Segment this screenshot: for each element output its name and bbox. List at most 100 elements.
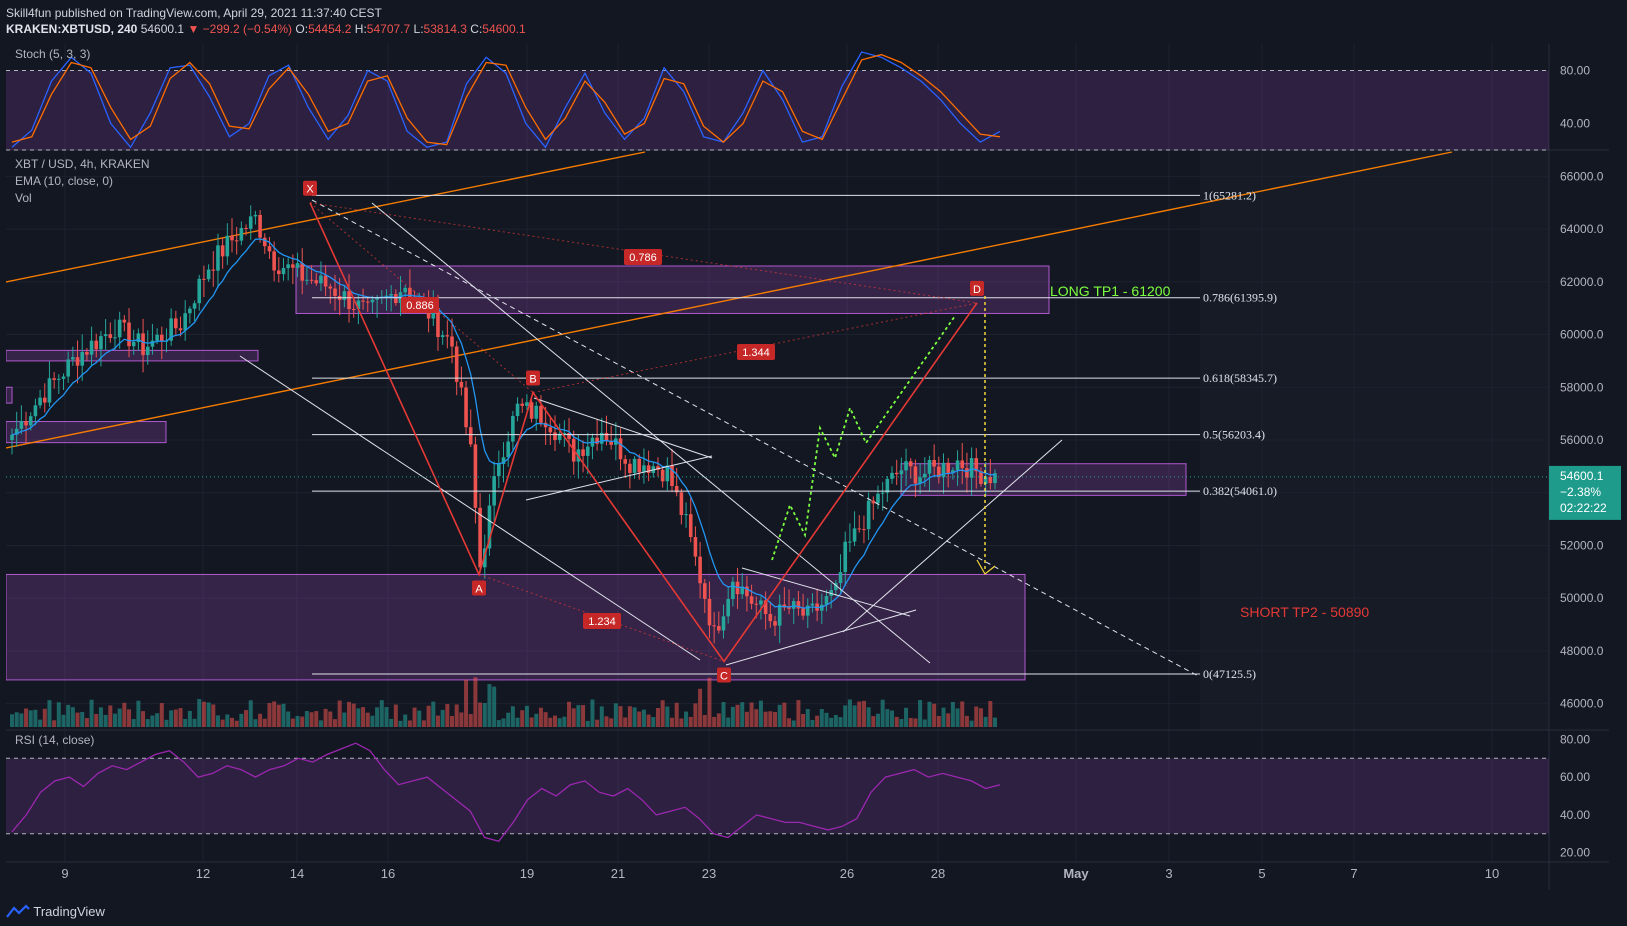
candle-body	[665, 465, 670, 482]
footer: TradingView	[0, 898, 1627, 926]
candle-body	[979, 471, 983, 484]
candle-body	[497, 464, 501, 477]
candle-body	[33, 405, 38, 417]
candle-body	[127, 322, 131, 347]
candle-body	[810, 603, 815, 606]
volume-bar	[351, 703, 356, 727]
volume-bar	[98, 707, 103, 727]
volume-bar	[857, 701, 862, 727]
last-price: 54600.1	[140, 22, 185, 36]
candle-body	[726, 599, 730, 617]
volume-bar	[721, 702, 726, 727]
volume-bar	[164, 719, 169, 727]
candle-body	[230, 235, 234, 241]
last-price-value: 54600.1	[1560, 469, 1604, 483]
indicator-label: EMA (10, close, 0)	[15, 174, 113, 188]
price-axis[interactable]: 66000.0 64000.0 62000.0 60000.0 58000.0 56000…	[1549, 64, 1621, 860]
candle-body	[239, 227, 244, 241]
volume-bar	[398, 720, 403, 727]
volume-bar	[730, 706, 735, 727]
volume-bar	[632, 707, 637, 727]
ratio-label: 1.344	[742, 347, 770, 359]
volume-bar	[805, 709, 810, 727]
time-axis[interactable]: 9 12 14 16 19 21 23 26 28 May 3 5 7 10	[61, 866, 1499, 881]
fib-trend-dashed	[311, 199, 1201, 678]
volume-bar	[127, 709, 132, 727]
volume-bar	[290, 718, 295, 727]
volume-bar	[787, 718, 792, 727]
candle-body	[871, 500, 876, 504]
candle-body	[684, 514, 688, 516]
candle-body	[450, 336, 454, 347]
volume-bar	[983, 716, 988, 727]
candle-body	[646, 465, 651, 474]
candle-body	[136, 333, 141, 343]
candle-body	[141, 333, 145, 356]
time-tick-label: 26	[840, 866, 854, 881]
candle-body	[117, 319, 122, 338]
candle-body	[567, 433, 571, 439]
ema-line	[11, 238, 996, 609]
stoch-tick-label: 40.00	[1560, 117, 1590, 131]
harmonic-point-badge	[472, 580, 486, 596]
volume-bar	[225, 714, 230, 727]
harmonic-point-badge	[303, 180, 317, 196]
volume-bar	[955, 708, 960, 727]
candle-body	[932, 459, 936, 467]
volume-bar	[871, 716, 876, 727]
volume-bar	[389, 718, 394, 727]
candle-body	[876, 493, 880, 504]
harmonic-point-label: C	[720, 670, 728, 682]
candle-body	[454, 346, 459, 382]
volume-bar	[230, 717, 235, 727]
candle-body	[595, 437, 599, 444]
trendline	[842, 439, 1063, 633]
volume-bar	[108, 705, 113, 727]
candle-body	[562, 433, 567, 435]
volume-bar	[28, 710, 33, 727]
volume-bar	[581, 705, 586, 727]
candle-body	[445, 335, 450, 337]
volume-bar	[314, 711, 319, 727]
volume-bar	[56, 702, 61, 727]
candle-body	[698, 556, 702, 584]
volume-bar	[309, 712, 314, 727]
volume-bar	[403, 714, 408, 727]
harmonic-point-label: D	[973, 284, 981, 296]
candle-body	[941, 462, 946, 478]
price-pane[interactable]: 1(65281.2) 0.786(61395.9) 0.618(58345.7) 0.…	[6, 151, 1549, 727]
candle-body	[113, 337, 117, 339]
rsi-title: RSI (14, close)	[15, 733, 94, 747]
candle-body	[295, 263, 300, 268]
volume-bar	[679, 718, 684, 727]
volume-bar	[421, 720, 426, 727]
volume-bar	[627, 706, 632, 727]
volume-bar	[567, 701, 572, 727]
volume-bar	[576, 705, 581, 727]
candle-body	[333, 288, 337, 296]
candle-body	[394, 294, 398, 303]
fib-level-label: 0.618(58345.7)	[1203, 371, 1277, 385]
volume-bar	[716, 713, 721, 727]
candle-body	[248, 216, 253, 229]
stoch-series-line	[11, 51, 1001, 149]
high-value: 54707.7	[366, 22, 411, 36]
tradingview-logo[interactable]: TradingView	[6, 904, 105, 919]
volume-bar	[946, 713, 951, 727]
volume-bar	[112, 713, 117, 727]
last-price-change: −2.38%	[1560, 485, 1601, 499]
symbol-label[interactable]: KRAKEN:XBTUSD, 240	[6, 22, 138, 36]
volume-bar	[318, 720, 323, 727]
last-price-badge	[1549, 465, 1621, 520]
candle-body	[988, 476, 993, 484]
volume-bar	[244, 710, 249, 727]
candle-body	[197, 278, 202, 304]
candle-body	[890, 472, 894, 479]
candle-body	[155, 334, 159, 341]
trendline	[371, 202, 931, 664]
volume-bar	[740, 702, 745, 727]
candle-body	[375, 297, 379, 300]
candle-body	[220, 245, 225, 257]
volume-bar	[829, 717, 834, 727]
